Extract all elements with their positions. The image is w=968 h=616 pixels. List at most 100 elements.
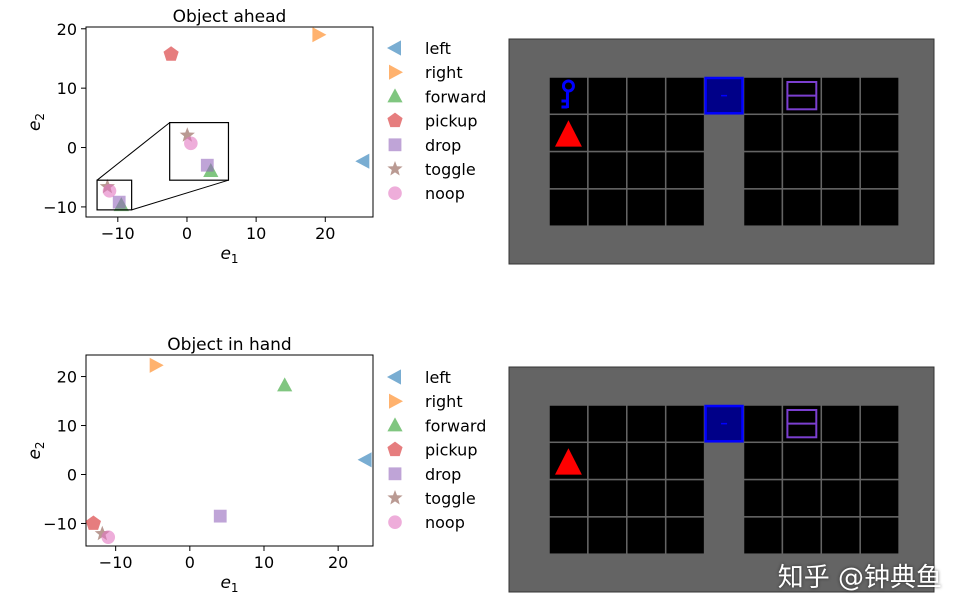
grid-cell	[626, 516, 667, 555]
grid-cell	[742, 516, 784, 555]
y-axis-label: e2	[25, 113, 47, 131]
grid-cell	[859, 404, 900, 444]
grid-cell	[820, 516, 861, 555]
legend-marker-noop	[388, 186, 402, 200]
grid-cell	[587, 404, 628, 444]
grid-cell	[664, 150, 706, 190]
grid-cell	[664, 188, 706, 227]
plot-area	[85, 26, 374, 218]
grid-cell	[587, 516, 628, 555]
grid-cell	[781, 516, 823, 555]
grid-cell	[742, 478, 784, 518]
legend-marker-left	[387, 369, 401, 385]
grid-cell	[742, 404, 784, 444]
y-tick-label: 0	[67, 465, 77, 484]
agent-triangle-icon	[555, 120, 582, 147]
grid-cell	[587, 150, 628, 190]
point-toggle	[94, 525, 110, 541]
legend-label-forward: forward	[425, 87, 486, 106]
legend-marker-right	[389, 393, 403, 409]
legend-label-noop: noop	[425, 513, 465, 532]
point-right	[149, 357, 164, 373]
gridworld-1	[508, 366, 935, 593]
legend-marker-pickup	[387, 441, 403, 457]
grid-cell	[820, 76, 861, 116]
grid-cell	[548, 516, 589, 555]
legend-label-pickup: pickup	[425, 441, 477, 460]
point-drop	[112, 195, 126, 209]
zoom-connector	[131, 179, 229, 211]
grid-cell	[859, 478, 900, 518]
point-left	[355, 153, 370, 169]
point-right	[312, 27, 327, 43]
y-tick-label: 10	[57, 417, 77, 436]
scatter-chart-0: Object ahead −10 0 10 20 −10 0 10 20 e1 e2 left righ…	[25, 7, 486, 266]
grid-cell	[664, 113, 706, 153]
zoom-source-box	[96, 179, 133, 211]
legend-marker-toggle	[387, 161, 403, 176]
grid-cell	[626, 478, 667, 518]
x-tick-label: 0	[185, 553, 195, 572]
grid-cell	[820, 188, 861, 227]
grid-cell	[587, 76, 628, 116]
grid-cell	[859, 113, 900, 153]
legend-label-pickup: pickup	[425, 112, 477, 131]
grid-cell	[820, 441, 861, 481]
x-axis-label-sub: 1	[231, 581, 239, 595]
grid-cell	[781, 441, 823, 481]
grid-cell	[742, 113, 784, 153]
point-pickup	[85, 515, 101, 530]
inset-point-noop	[184, 136, 198, 151]
point-noop	[102, 184, 117, 198]
grid-cell	[548, 188, 589, 227]
legend-label-forward: forward	[425, 416, 486, 435]
watermark: 知乎 @钟典鱼	[777, 563, 942, 593]
scatter-chart-1: Object in hand −10 0 10 20 −10 0 10 20 e1 e2 left ri…	[25, 335, 486, 595]
x-tick-label: 20	[328, 553, 348, 572]
legend-marker-noop	[388, 515, 402, 529]
legend-marker-forward	[387, 88, 403, 103]
key-icon	[561, 79, 575, 109]
grid-cell	[859, 76, 900, 116]
x-tick-label: 10	[254, 553, 274, 572]
x-axis-label: e1	[220, 573, 238, 595]
inset-point-drop	[200, 158, 214, 172]
legend-label-right: right	[425, 392, 463, 411]
legend-marker-drop	[388, 467, 402, 481]
legend-label-left: left	[425, 368, 451, 387]
grid-cell	[626, 113, 667, 153]
legend-marker-drop	[388, 138, 402, 152]
door-icon	[704, 404, 744, 443]
y-axis-label-sub: 2	[33, 441, 47, 449]
grid-cell	[626, 76, 667, 116]
grid-cell	[664, 76, 706, 116]
grid-cell	[664, 441, 706, 481]
x-tick-label: 20	[315, 224, 335, 243]
y-axis-label-sub: 2	[33, 113, 47, 121]
gridworld-0	[508, 38, 935, 265]
grid-cell	[859, 441, 900, 481]
grid-cell	[587, 441, 628, 481]
legend-label-toggle: toggle	[425, 489, 476, 508]
point-drop	[213, 509, 227, 523]
grid-cell	[820, 404, 861, 444]
y-tick-label: −10	[43, 198, 77, 217]
point-forward	[277, 377, 293, 392]
y-tick-label: 20	[57, 20, 77, 39]
grid-cell	[664, 478, 706, 518]
grid-cell	[548, 404, 589, 444]
grid-cell	[587, 113, 628, 153]
grid-cell	[742, 76, 784, 116]
grid-cell	[781, 188, 823, 227]
grid-cell	[587, 478, 628, 518]
legend-marker-forward	[387, 417, 403, 432]
agent-triangle-icon	[555, 448, 582, 475]
grid-cell	[664, 404, 706, 444]
grid-cell	[626, 188, 667, 227]
grid-cell	[548, 150, 589, 190]
y-axis-label: e2	[25, 441, 47, 459]
legend-label-drop: drop	[425, 465, 461, 484]
grid-cell	[859, 516, 900, 555]
